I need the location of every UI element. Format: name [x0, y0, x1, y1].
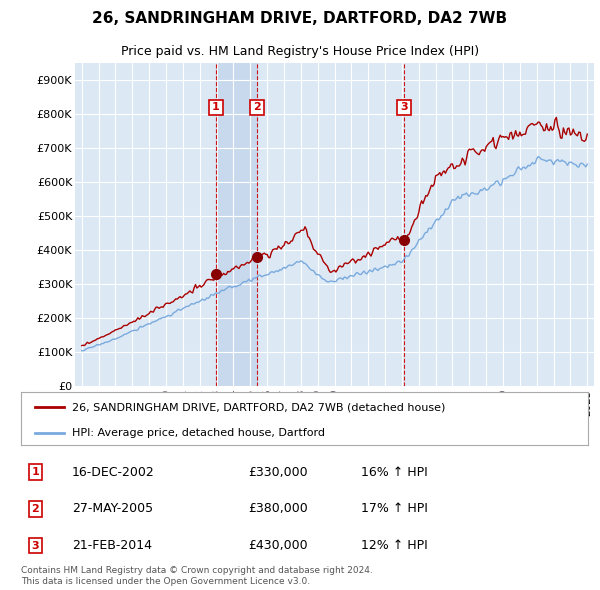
- Text: £330,000: £330,000: [248, 466, 307, 478]
- Text: 16-DEC-2002: 16-DEC-2002: [72, 466, 155, 478]
- Text: 17% ↑ HPI: 17% ↑ HPI: [361, 502, 428, 516]
- Text: £430,000: £430,000: [248, 539, 307, 552]
- Text: 2: 2: [253, 103, 261, 112]
- Bar: [216, 63, 257, 386]
- Text: 16% ↑ HPI: 16% ↑ HPI: [361, 466, 428, 478]
- Text: 1: 1: [212, 103, 220, 112]
- Text: 21-FEB-2014: 21-FEB-2014: [72, 539, 152, 552]
- Text: Price paid vs. HM Land Registry's House Price Index (HPI): Price paid vs. HM Land Registry's House …: [121, 45, 479, 58]
- Text: Contains HM Land Registry data © Crown copyright and database right 2024.
This d: Contains HM Land Registry data © Crown c…: [21, 566, 373, 586]
- Text: £380,000: £380,000: [248, 502, 308, 516]
- Text: HPI: Average price, detached house, Dartford: HPI: Average price, detached house, Dart…: [72, 428, 325, 438]
- Text: 12% ↑ HPI: 12% ↑ HPI: [361, 539, 428, 552]
- Text: 1: 1: [31, 467, 39, 477]
- Text: 26, SANDRINGHAM DRIVE, DARTFORD, DA2 7WB (detached house): 26, SANDRINGHAM DRIVE, DARTFORD, DA2 7WB…: [72, 402, 445, 412]
- Text: 26, SANDRINGHAM DRIVE, DARTFORD, DA2 7WB: 26, SANDRINGHAM DRIVE, DARTFORD, DA2 7WB: [92, 11, 508, 26]
- Text: 3: 3: [31, 540, 39, 550]
- Text: 3: 3: [400, 103, 408, 112]
- Text: 27-MAY-2005: 27-MAY-2005: [72, 502, 153, 516]
- Text: 2: 2: [31, 504, 39, 514]
